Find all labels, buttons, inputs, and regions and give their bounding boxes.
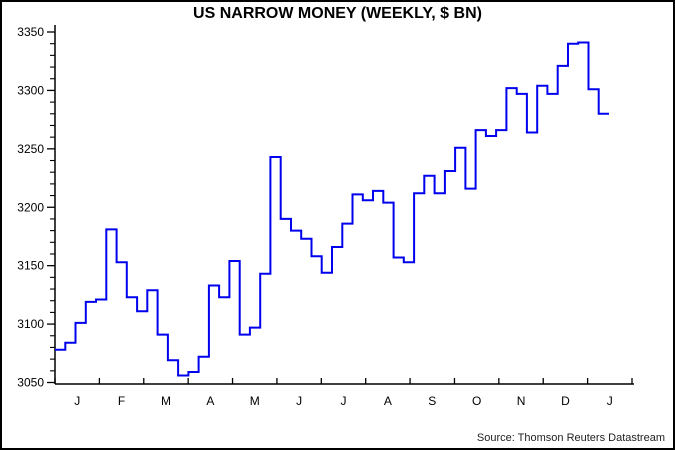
x-tick-label: F [118,394,125,408]
x-tick-label: S [428,394,436,408]
y-tick-label: 3050 [17,376,44,390]
chart-title: US NARROW MONEY (WEEKLY, $ BN) [193,5,482,22]
x-tick-label: J [607,394,613,408]
x-tick-label: O [472,394,481,408]
x-tick-label: D [561,394,570,408]
y-tick-label: 3250 [17,142,44,156]
y-tick-label: 3300 [17,83,44,97]
x-tick-label: A [206,394,214,408]
x-tick-label: N [517,394,526,408]
data-series [55,41,609,377]
x-tick-label: J [74,394,80,408]
x-tick-label: M [161,394,171,408]
y-tick-label: 3100 [17,317,44,331]
x-tick-label: M [250,394,260,408]
y-tick-label: 3150 [17,259,44,273]
y-tick-label: 3200 [17,200,44,214]
source-note: Source: Thomson Reuters Datastream [476,432,665,444]
x-tick-label: J [296,394,302,408]
x-tick-label: A [384,394,392,408]
x-tick-label: J [341,394,347,408]
narrow-money-line [55,41,609,377]
y-tick-label: 3350 [17,25,44,39]
y-axis: 3050 3100 3150 3200 3250 3300 3350 [17,25,56,390]
